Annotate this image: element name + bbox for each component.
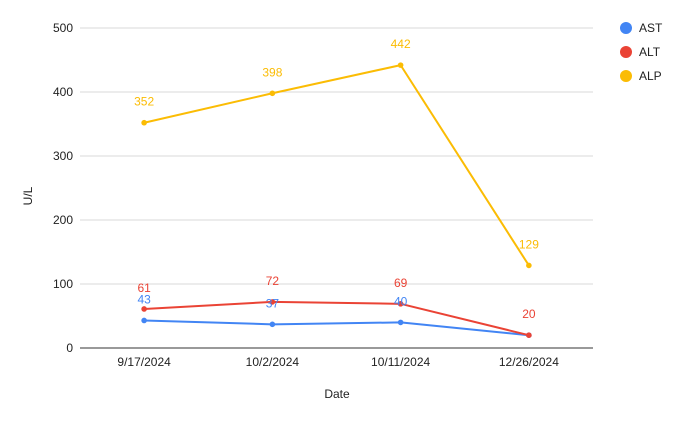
gridlines xyxy=(80,27,593,285)
data-label-alt: 69 xyxy=(394,276,408,290)
data-label-ast: 37 xyxy=(266,296,280,310)
data-label-alp: 442 xyxy=(391,37,411,51)
legend-label-ast: AST xyxy=(639,21,663,35)
data-point-alt xyxy=(526,332,532,339)
data-point-alp xyxy=(397,62,404,68)
data-point-ast xyxy=(269,321,276,328)
series-layer xyxy=(141,62,532,339)
data-point-alt xyxy=(397,301,404,307)
data-label-ast: 43 xyxy=(137,292,151,306)
x-axis-title: Date xyxy=(324,387,350,401)
y-tick-label: 500 xyxy=(53,21,73,35)
data-label-alt: 61 xyxy=(137,281,151,295)
legend-label-alt: ALT xyxy=(639,45,661,59)
data-labels: 43 37 40 61 72 69 20 352 398 442 129 xyxy=(134,37,539,321)
y-axis-title: U/L xyxy=(21,186,35,205)
data-point-alp xyxy=(269,90,276,97)
data-point-alp xyxy=(526,262,532,269)
y-axis-ticks: 0 100 200 300 400 500 xyxy=(53,21,73,355)
x-axis-ticks: 9/17/2024 10/2/2024 10/11/2024 12/26/2024 xyxy=(117,355,559,369)
y-tick-label: 100 xyxy=(53,277,73,291)
data-label-alt: 72 xyxy=(266,274,280,288)
legend-marker-ast xyxy=(620,22,632,34)
data-label-ast: 40 xyxy=(394,294,408,308)
series-line-alp xyxy=(143,64,530,266)
legend-marker-alt xyxy=(620,46,632,58)
data-point-alt xyxy=(269,299,276,305)
data-label-alt: 20 xyxy=(522,307,536,321)
data-point-alt xyxy=(141,306,147,312)
data-point-ast xyxy=(141,317,147,324)
legend-label-alp: ALP xyxy=(639,69,662,83)
y-tick-label: 300 xyxy=(53,149,73,163)
data-point-ast xyxy=(397,319,404,326)
series-line-ast xyxy=(144,319,529,337)
data-label-alp: 398 xyxy=(262,65,282,79)
legend: AST ALT ALP xyxy=(620,21,663,83)
data-point-alp xyxy=(141,119,147,126)
series-line-alt xyxy=(144,300,530,337)
data-label-alp: 129 xyxy=(519,237,539,251)
x-tick-label: 12/26/2024 xyxy=(499,355,559,369)
y-tick-label: 0 xyxy=(66,341,73,355)
y-tick-label: 200 xyxy=(53,213,73,227)
x-tick-label: 10/2/2024 xyxy=(246,355,300,369)
data-label-alp: 352 xyxy=(134,95,154,109)
y-tick-label: 400 xyxy=(53,85,73,99)
x-tick-label: 10/11/2024 xyxy=(371,355,430,369)
legend-marker-alp xyxy=(620,70,632,82)
x-tick-label: 9/17/2024 xyxy=(117,355,171,369)
